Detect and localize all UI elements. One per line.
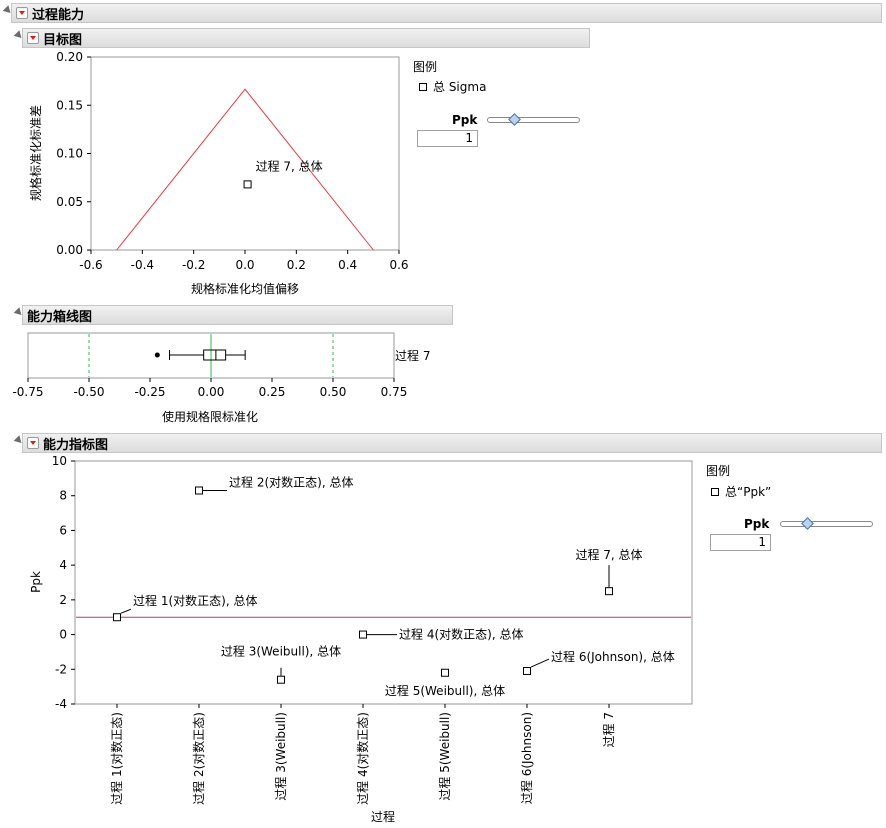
- point-label: 过程 6(Johnson), 总体: [551, 649, 675, 664]
- x-tick-label: 过程 5(Weibull): [437, 712, 452, 801]
- data-point: [605, 587, 613, 596]
- y-axis-label: 规格标准化标准差: [28, 105, 43, 201]
- goal-triangle: [116, 88, 374, 251]
- data-point: [195, 486, 203, 495]
- x-axis-label: 过程: [371, 809, 395, 824]
- x-tick-label: -0.6: [79, 258, 102, 272]
- x-tick-label: 0.0: [235, 258, 254, 272]
- x-tick-label: 0.00: [198, 385, 225, 399]
- x-tick-label: 0.4: [338, 258, 357, 272]
- box: [203, 349, 227, 361]
- plot-area: [90, 56, 400, 251]
- x-tick-label: -0.75: [12, 385, 43, 399]
- point-label: 过程 3(Weibull), 总体: [221, 644, 341, 659]
- data-point: [277, 675, 285, 684]
- data-point: [243, 180, 252, 189]
- box-row-label: 过程 7: [395, 348, 430, 363]
- process-capability-header: 过程能力: [11, 3, 882, 23]
- label-leader-line: [530, 658, 550, 668]
- index-ppk-label: Ppk: [744, 517, 770, 531]
- point-label: 过程 7, 总体: [256, 158, 323, 173]
- x-tick-label: 过程 3(Weibull): [273, 712, 288, 801]
- legend-label: 总 Sigma: [433, 80, 487, 94]
- red-triangle-menu-icon[interactable]: [27, 32, 39, 44]
- plot-area: [74, 460, 693, 705]
- capability-index-plot-header: 能力指标图: [22, 433, 882, 453]
- point-label: 过程 4(对数正态), 总体: [399, 627, 523, 642]
- x-tick-label: -0.4: [131, 258, 154, 272]
- data-point: [113, 613, 121, 622]
- capability-boxplot-header: 能力箱线图: [22, 305, 453, 325]
- y-tick-label: 8: [59, 489, 67, 503]
- section-title: 能力指标图: [43, 437, 109, 453]
- y-tick-label: 0: [59, 628, 67, 642]
- data-point: [441, 668, 449, 677]
- x-tick-label: 过程 1(对数正态): [109, 712, 124, 805]
- index-ppk-input[interactable]: 1: [710, 534, 771, 551]
- data-point: [523, 667, 531, 676]
- red-triangle-menu-icon[interactable]: [16, 7, 28, 19]
- slider-thumb-icon[interactable]: [801, 517, 814, 530]
- x-axis-label: 使用规格限标准化: [162, 409, 258, 424]
- y-axis-label: Ppk: [29, 571, 43, 593]
- slider-thumb-icon[interactable]: [508, 113, 521, 126]
- x-tick-label: -0.50: [73, 385, 104, 399]
- y-tick-label: -2: [55, 662, 67, 676]
- x-tick-label: 过程 7: [601, 712, 616, 747]
- red-triangle-menu-icon[interactable]: [27, 437, 39, 449]
- section-title: 目标图: [43, 32, 83, 48]
- y-tick-label: 4: [59, 558, 67, 572]
- x-tick-label: -0.25: [134, 385, 165, 399]
- goal-ppk-input[interactable]: 1: [417, 130, 478, 147]
- goal-legend-title: 图例: [413, 60, 438, 74]
- goal-plot-header: 目标图: [22, 28, 590, 48]
- point-label: 过程 1(对数正态), 总体: [133, 593, 257, 608]
- plot-area: [27, 332, 395, 379]
- point-label: 过程 5(Weibull), 总体: [385, 683, 505, 698]
- y-tick-label: 0.20: [56, 50, 83, 64]
- x-tick-label: 0.50: [320, 385, 347, 399]
- x-tick-label: -0.2: [182, 258, 205, 272]
- point-label: 过程 7, 总体: [575, 547, 642, 562]
- y-tick-label: 0.10: [56, 147, 83, 161]
- outlier-point: [154, 352, 160, 358]
- square-marker-icon: [711, 487, 719, 496]
- index-legend-title: 图例: [706, 464, 731, 478]
- section-title: 能力箱线图: [27, 309, 93, 325]
- x-tick-label: 0.6: [389, 258, 408, 272]
- label-leader-line: [120, 608, 132, 614]
- index-legend-item[interactable]: 总“Ppk”: [711, 483, 771, 500]
- x-tick-label: 过程 2(对数正态): [191, 712, 206, 805]
- x-tick-label: 过程 4(对数正态): [355, 712, 370, 805]
- y-tick-label: 6: [59, 523, 67, 537]
- y-tick-label: 0.05: [56, 195, 83, 209]
- section-title: 过程能力: [32, 7, 85, 23]
- y-tick-label: 0.15: [56, 98, 83, 112]
- index-ppk-slider[interactable]: [780, 521, 873, 527]
- goal-legend-item[interactable]: 总 Sigma: [419, 78, 486, 95]
- x-tick-label: 0.75: [381, 385, 408, 399]
- y-tick-label: 10: [52, 454, 67, 468]
- square-marker-icon: [419, 82, 427, 91]
- y-tick-label: 0.00: [56, 243, 83, 257]
- x-tick-label: 0.2: [287, 258, 306, 272]
- y-tick-label: -4: [55, 697, 67, 711]
- point-label: 过程 2(对数正态), 总体: [229, 475, 353, 490]
- x-axis-label: 规格标准化均值偏移: [191, 281, 299, 296]
- goal-ppk-slider[interactable]: [487, 117, 580, 123]
- data-point: [359, 630, 367, 639]
- goal-ppk-label: Ppk: [452, 113, 478, 127]
- x-tick-label: 过程 6(Johnson): [519, 712, 534, 804]
- legend-label: 总“Ppk”: [725, 485, 772, 499]
- y-tick-label: 2: [59, 593, 67, 607]
- x-tick-label: 0.25: [259, 385, 286, 399]
